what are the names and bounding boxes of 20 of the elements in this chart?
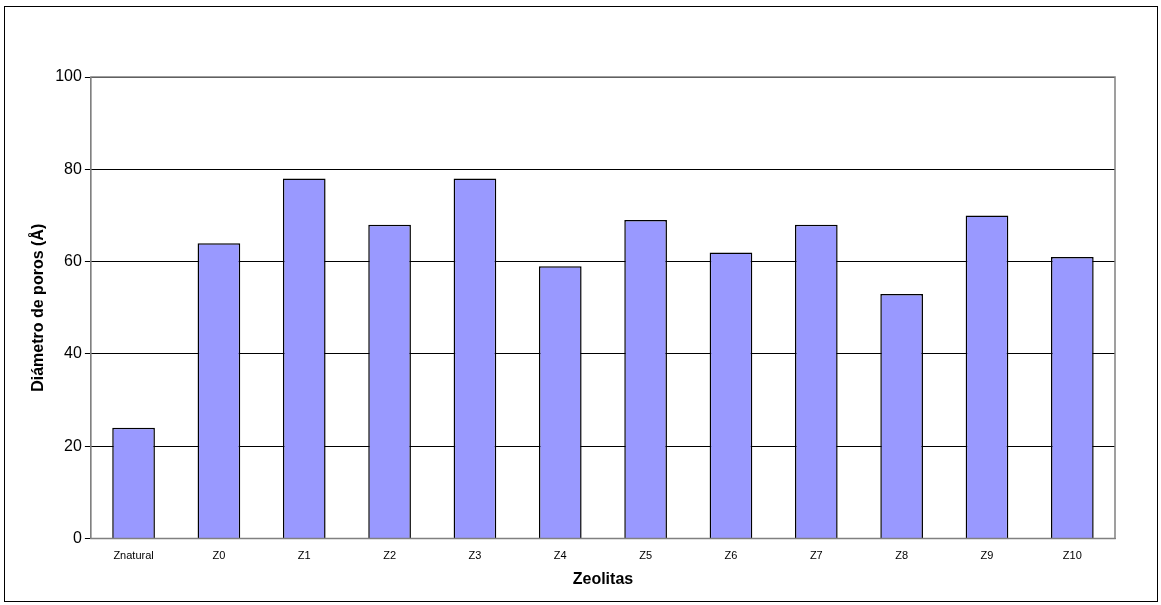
- x-axis-title: Zeolitas: [572, 569, 634, 587]
- y-tick-label: 20: [64, 436, 82, 454]
- x-tick-label: Z3: [468, 549, 482, 562]
- y-tick-label: 60: [64, 252, 82, 270]
- y-tick-label: 40: [64, 344, 82, 362]
- x-tick-label: Z4: [553, 549, 567, 562]
- x-tick-label: Z8: [895, 549, 909, 562]
- x-tick-label: Z9: [980, 549, 994, 562]
- x-tick-label: Z6: [724, 549, 738, 562]
- x-tick-label: Z5: [639, 549, 653, 562]
- y-axis-title: Diámetro de poros (Å): [28, 223, 47, 392]
- y-tick-label: 80: [64, 159, 82, 177]
- x-tick-label: Z1: [297, 549, 311, 562]
- x-tick-label: Z10: [1062, 549, 1082, 562]
- y-tick-label: 100: [55, 67, 82, 85]
- x-tick-label: Z2: [383, 549, 397, 562]
- y-tick-label: 0: [72, 529, 82, 547]
- x-tick-label: Z0: [212, 549, 226, 562]
- x-tick-label: Znatural: [113, 549, 154, 562]
- x-tick-label: Z7: [809, 549, 823, 562]
